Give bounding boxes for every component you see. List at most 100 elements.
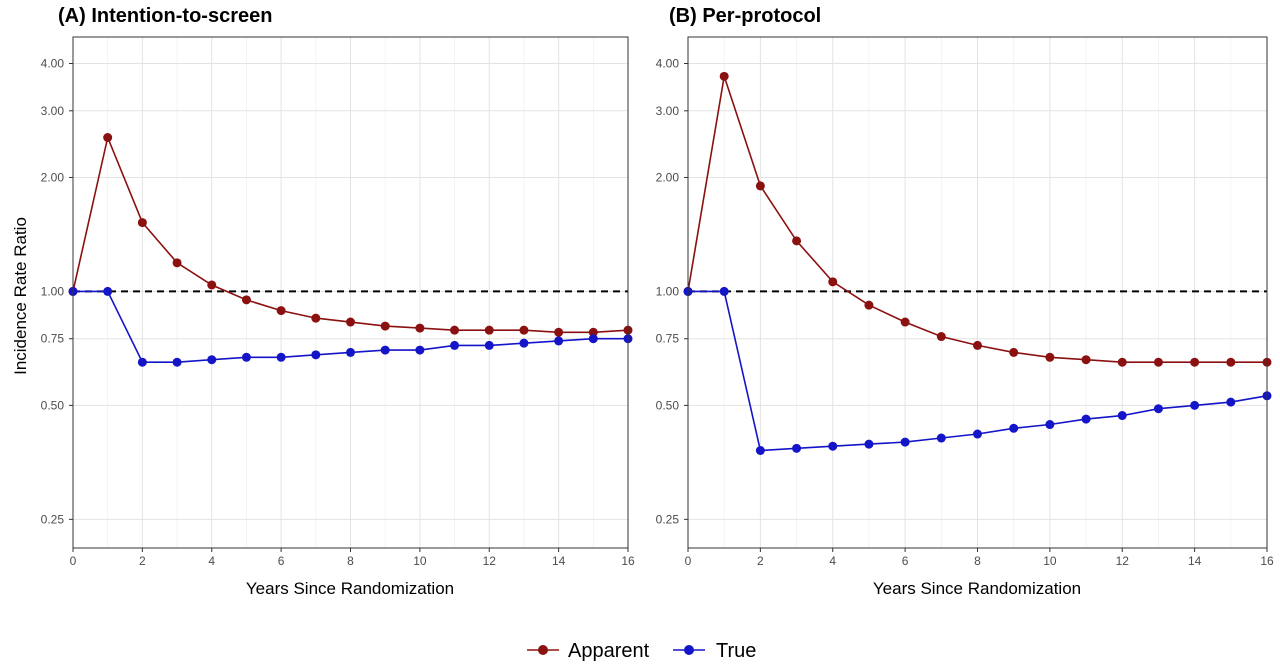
panel-intention-to-screen: (A) Intention-to-screen Incidence Rate R… [11,5,635,598]
x-tick-label: 2 [757,554,764,568]
x-tick-label: 4 [208,554,215,568]
y-tick-label: 1.00 [656,284,680,298]
y-tick-label: 0.75 [656,332,680,346]
y-tick-label: 3.00 [656,104,680,118]
data-point-true [484,340,494,350]
legend-item-apparent: Apparent [527,640,650,662]
y-tick-label: 0.50 [41,398,65,412]
data-point-apparent [1190,357,1200,367]
y-tick-label: 3.00 [41,104,65,118]
data-point-apparent [1226,357,1236,367]
data-point-apparent [1117,357,1127,367]
data-point-true [1081,414,1091,424]
data-point-true [1045,420,1055,430]
data-point-apparent [554,327,564,337]
data-point-true [276,352,286,362]
data-point-apparent [792,236,802,246]
data-point-apparent [346,317,355,327]
data-point-true [519,338,529,348]
panel-title: (A) Intention-to-screen [58,5,272,27]
legend-marker-apparent [538,645,548,655]
legend-label-apparent: Apparent [568,640,650,662]
data-point-true [588,334,598,344]
panel-per-protocol: (B) Per-protocol Years Since Randomizati… [656,5,1274,598]
data-point-apparent [900,317,910,327]
data-point-apparent [103,133,113,143]
y-tick-label: 1.00 [41,284,65,298]
legend-label-true: True [716,640,756,662]
data-point-true [864,439,874,449]
data-point-true [415,345,425,355]
data-point-apparent [241,295,251,305]
data-point-true [450,340,460,350]
y-tick-label: 0.25 [41,512,65,526]
data-point-true [755,445,765,455]
data-point-apparent [519,325,529,335]
plot-area: 0 2 4 6 8 10 12 14 16 0.25 0.50 0.75 1.00 2.00 3.00 4.0… [41,36,635,568]
data-point-apparent [1009,347,1019,357]
data-point-apparent [450,325,460,335]
data-point-apparent [484,325,494,335]
data-point-apparent [864,300,874,310]
data-point-apparent [1045,352,1055,362]
y-tick-label: 0.25 [656,512,680,526]
data-point-apparent [311,313,321,323]
data-point-true [1009,423,1019,433]
data-point-true [554,336,564,346]
data-point-apparent [207,280,217,290]
x-tick-label: 12 [1116,554,1130,568]
data-point-apparent [380,321,390,331]
x-tick-label: 2 [139,554,146,568]
data-point-true [207,355,217,365]
data-point-true [828,441,838,451]
x-tick-label: 0 [685,554,692,568]
x-tick-label: 16 [1260,554,1274,568]
y-tick-label: 4.00 [41,57,65,71]
data-point-true [311,350,321,360]
data-point-true [792,443,802,453]
x-tick-label: 6 [278,554,285,568]
data-point-apparent [936,332,946,342]
x-axis-label: Years Since Randomization [246,579,454,598]
data-point-apparent [755,181,765,191]
data-point-true [103,286,113,296]
data-point-apparent [719,71,729,81]
x-tick-label: 10 [1043,554,1057,568]
data-point-true [936,433,946,443]
panel-title: (B) Per-protocol [669,5,821,27]
y-axis-label: Incidence Rate Ratio [11,217,30,375]
data-point-apparent [828,277,838,287]
y-tick-label: 0.75 [41,332,65,346]
y-tick-label: 0.50 [656,398,680,412]
data-point-true [1153,404,1163,414]
panel-border [72,36,629,549]
y-tick-label: 4.00 [656,57,680,71]
x-tick-label: 16 [621,554,635,568]
data-point-true [1226,397,1236,407]
data-point-apparent [415,323,425,333]
legend: Apparent True [527,640,756,662]
data-point-apparent [137,218,147,228]
data-point-true [380,345,390,355]
data-point-true [241,352,251,362]
data-point-true [1117,411,1127,421]
data-point-apparent [973,340,982,350]
x-tick-label: 10 [413,554,427,568]
y-tick-label: 2.00 [656,170,680,184]
plot-area: 0 2 4 6 8 10 12 14 16 0.25 0.50 0.75 1.00 2.00 3.00 4.0… [656,36,1274,568]
x-tick-label: 0 [70,554,77,568]
data-point-apparent [1153,357,1163,367]
x-tick-label: 4 [829,554,836,568]
data-point-apparent [276,306,286,316]
x-axis-label: Years Since Randomization [873,579,1081,598]
x-tick-label: 14 [1188,554,1202,568]
data-point-true [172,357,182,367]
data-point-apparent [588,327,598,337]
data-point-true [973,429,982,439]
data-point-apparent [1081,355,1091,365]
data-point-true [719,286,729,296]
data-point-true [137,357,147,367]
legend-item-true: True [673,640,756,662]
data-point-true [900,437,910,447]
